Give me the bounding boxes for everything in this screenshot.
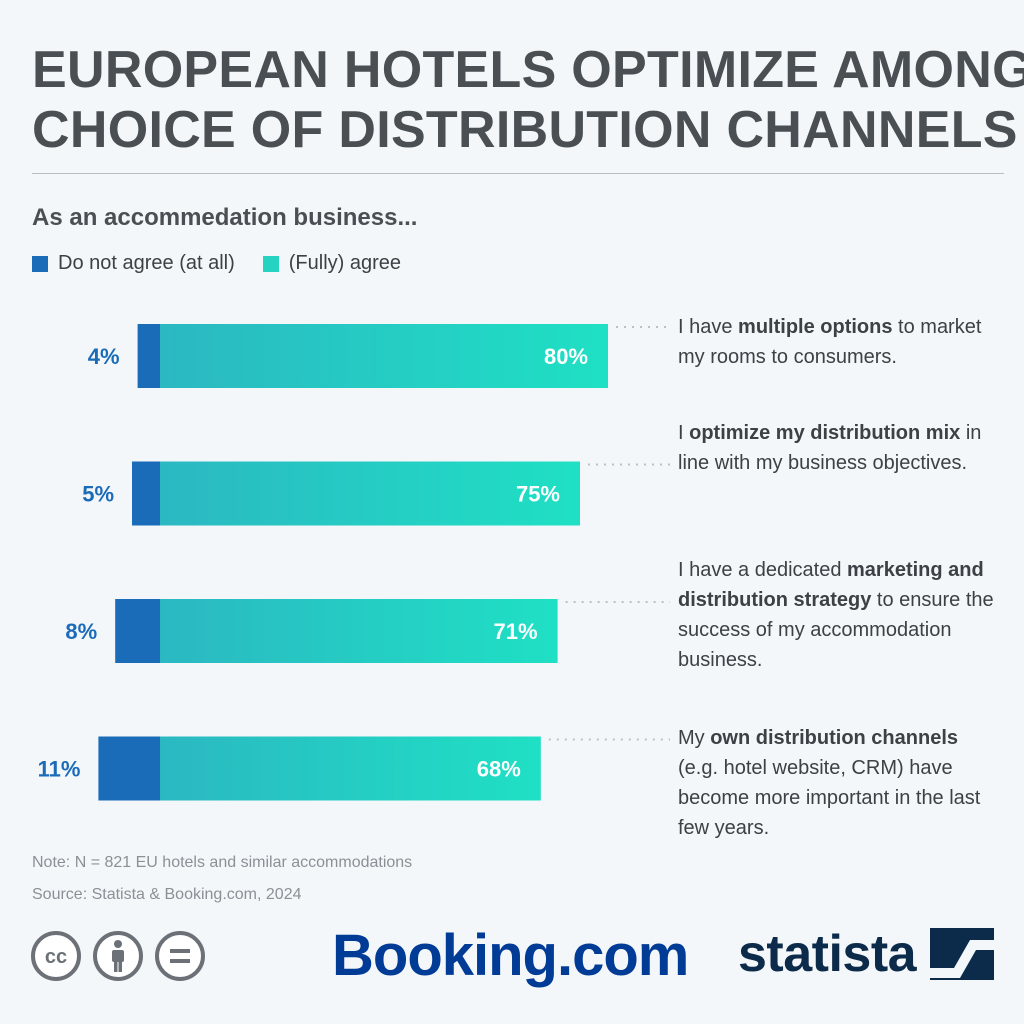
- statement-plain-text: to market my rooms to consumers.: [678, 316, 982, 368]
- statement-plain-text: in line with my business objectives.: [678, 422, 982, 474]
- legend-label-agree: (Fully) agree: [288, 252, 402, 274]
- title-divider: [32, 173, 1004, 174]
- bar-agree: [160, 736, 541, 801]
- statement-text: I have multiple options to market my roo…: [678, 312, 998, 372]
- chart-title: EUROPEAN HOTELS OPTIMIZE AMONG CHOICE OF…: [32, 40, 1024, 160]
- legend-label-disagree: Do not agree (at all): [58, 252, 235, 274]
- data-label-agree: 71%: [494, 619, 538, 644]
- statement-plain-text: My: [678, 727, 711, 749]
- bar-agree: [160, 599, 558, 663]
- legend-item-disagree: Do not agree (at all): [32, 252, 235, 275]
- statement-text: I have a dedicated marketing and distrib…: [678, 555, 998, 675]
- data-label-agree: 68%: [477, 757, 521, 782]
- bar-disagree: [115, 599, 160, 663]
- attribution-icon: [93, 931, 143, 981]
- chart-subtitle: As an accommedation business...: [32, 204, 418, 231]
- bar-agree: [160, 461, 580, 526]
- chart-bars: 4% 80% 5% 75% 8% 71% 11% 68%: [38, 324, 670, 801]
- legend-swatch-disagree: [32, 255, 48, 272]
- bar-chart: 4% 80% 5% 75% 8% 71% 11% 68%: [38, 324, 670, 801]
- statement-bold-text: multiple options: [738, 316, 893, 338]
- statement-bold-text: optimize my distribution mix: [689, 422, 961, 444]
- no-derivatives-icon: [155, 931, 205, 981]
- statement-plain-text: I have: [678, 316, 739, 338]
- legend-swatch-agree: [262, 255, 279, 272]
- legend: Do not agree (at all) (Fully) agree: [32, 252, 429, 275]
- booking-logo: Booking.com: [332, 923, 689, 988]
- statista-logo: statista: [738, 925, 917, 983]
- data-label-disagree: 4%: [88, 344, 120, 369]
- bar-disagree: [137, 324, 160, 388]
- data-label-agree: 80%: [544, 344, 588, 369]
- statement-bold-text: own distribution channels: [710, 727, 959, 749]
- statista-logo-icon: [930, 928, 994, 980]
- bar-disagree: [132, 461, 160, 526]
- chart-source: Source: Statista & Booking.com, 2024: [32, 886, 302, 903]
- bar-disagree: [98, 736, 160, 801]
- data-label-disagree: 5%: [82, 482, 114, 507]
- svg-text:cc: cc: [45, 946, 67, 968]
- title-line-1: EUROPEAN HOTELS OPTIMIZE AMONG: [32, 41, 1024, 99]
- creative-commons-icon: cc: [31, 931, 81, 981]
- statement-text: I optimize my distribution mix in line w…: [678, 418, 998, 478]
- data-label-disagree: 11%: [38, 757, 81, 782]
- data-label-agree: 75%: [516, 482, 560, 507]
- statement-plain-text: (e.g. hotel website, CRM) have become mo…: [678, 757, 981, 839]
- chart-note: Note: N = 821 EU hotels and similar acco…: [32, 854, 413, 871]
- data-label-disagree: 8%: [65, 619, 97, 644]
- statement-plain-text: I have a dedicated: [678, 559, 848, 581]
- statement-bold-text: marketing and distribution strategy: [678, 559, 984, 611]
- statement-plain-text: I: [678, 422, 690, 444]
- bar-agree: [160, 324, 608, 388]
- title-line-2: CHOICE OF DISTRIBUTION CHANNELS: [32, 101, 1018, 159]
- statement-text: My own distribution channels (e.g. hotel…: [678, 723, 998, 843]
- legend-item-agree: (Fully) agree: [262, 252, 402, 275]
- statement-plain-text: to ensure the success of my accommodatio…: [678, 589, 994, 671]
